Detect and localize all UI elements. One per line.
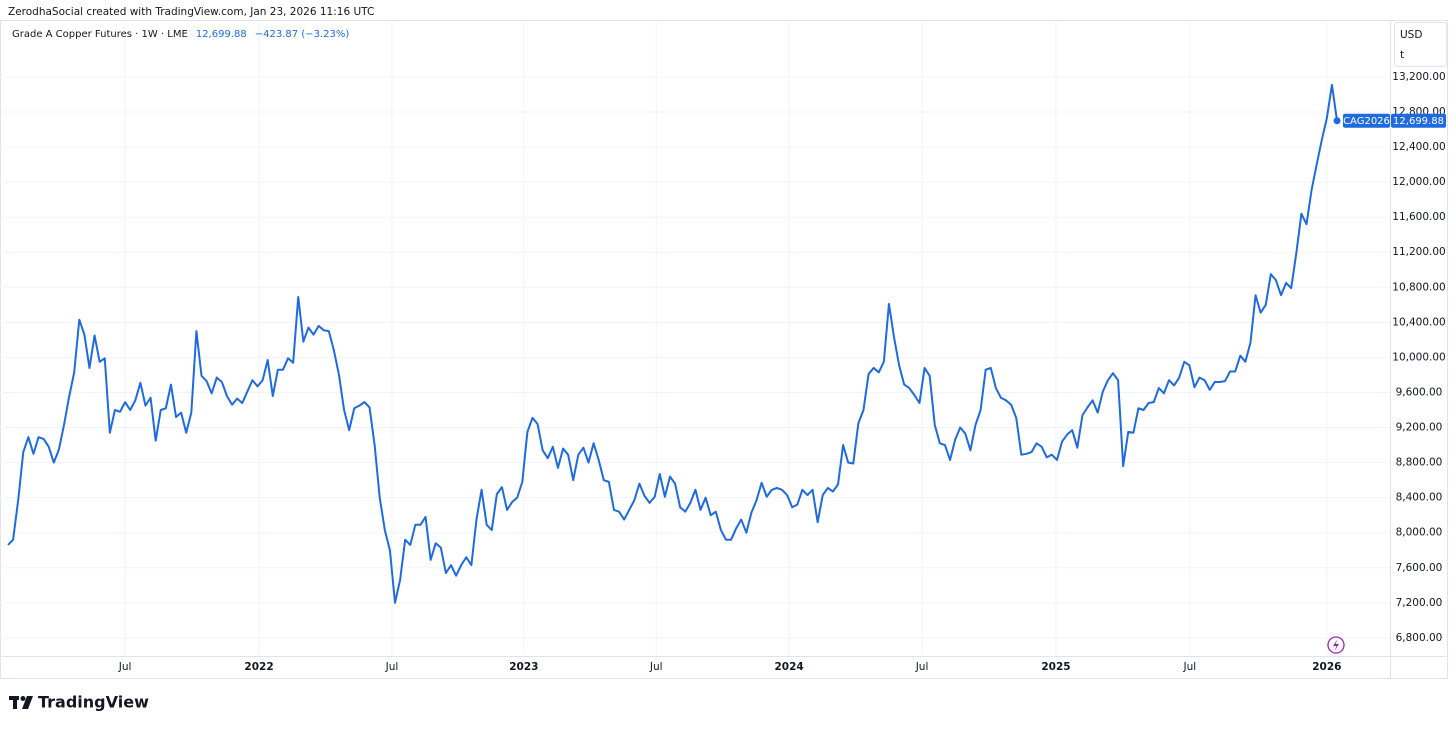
price-tag xyxy=(1391,113,1446,128)
grid xyxy=(0,20,1390,656)
currency[interactable]: USD xyxy=(1400,29,1422,41)
y-tick-label: 12,000.00 xyxy=(1392,176,1445,188)
y-tick-label: 13,200.00 xyxy=(1392,71,1445,83)
x-tick-label: Jul xyxy=(385,661,399,673)
y-tick-label: 8,000.00 xyxy=(1396,527,1443,539)
unit[interactable]: t xyxy=(1400,49,1404,61)
y-tick-label: 7,600.00 xyxy=(1396,562,1443,574)
price-tag-label: 12,699.88 xyxy=(1393,116,1444,127)
y-tick-label: 11,600.00 xyxy=(1392,211,1445,223)
x-tick-label: 2026 xyxy=(1312,661,1341,673)
x-tick-label: 2022 xyxy=(244,661,273,673)
price: 12,699.88 xyxy=(196,29,247,40)
y-tick-label: 12,400.00 xyxy=(1392,141,1445,153)
symbol-title: Grade A Copper Futures · 1W · LME xyxy=(12,29,188,40)
x-tick-label: Jul xyxy=(118,661,132,673)
price-line xyxy=(7,83,1339,604)
series-tag-label: CAG2026 xyxy=(1343,116,1390,127)
change: −423.87 (−3.23%) xyxy=(255,29,350,40)
logo-mark xyxy=(20,696,26,701)
logo-mark xyxy=(13,696,17,709)
attribution: ZerodhaSocial created with TradingView.c… xyxy=(8,6,374,18)
x-tick-label: 2024 xyxy=(775,661,804,673)
last-point xyxy=(1333,117,1341,125)
y-tick-label: 10,000.00 xyxy=(1392,351,1445,363)
y-tick-label: 10,800.00 xyxy=(1392,281,1445,293)
y-tick-label: 9,200.00 xyxy=(1396,422,1443,434)
legend: Grade A Copper Futures · 1W · LME 12,699.… xyxy=(12,29,349,40)
logo: TradingView xyxy=(9,693,149,712)
y-tick-label: 8,800.00 xyxy=(1396,457,1443,469)
y-tick-label: 6,800.00 xyxy=(1396,632,1443,644)
chart-frame xyxy=(0,20,1448,679)
x-tick-label: 2025 xyxy=(1041,661,1070,673)
x-tick-label: Jul xyxy=(915,661,929,673)
unit-box[interactable] xyxy=(1394,22,1447,67)
series-tag xyxy=(1343,113,1390,128)
events-bolt xyxy=(1333,639,1339,651)
y-tick-label: 11,200.00 xyxy=(1392,246,1445,258)
x-tick-label: 2023 xyxy=(509,661,538,673)
x-tick-label: Jul xyxy=(1183,661,1197,673)
y-tick-label: 10,400.00 xyxy=(1392,316,1445,328)
y-tick-label: 9,600.00 xyxy=(1396,386,1443,398)
y-tick-label: 7,200.00 xyxy=(1396,597,1443,609)
logo-text: TradingView xyxy=(38,693,149,712)
x-tick-label: Jul xyxy=(649,661,663,673)
logo-mark xyxy=(22,696,33,709)
y-tick-label: 8,400.00 xyxy=(1396,492,1443,504)
